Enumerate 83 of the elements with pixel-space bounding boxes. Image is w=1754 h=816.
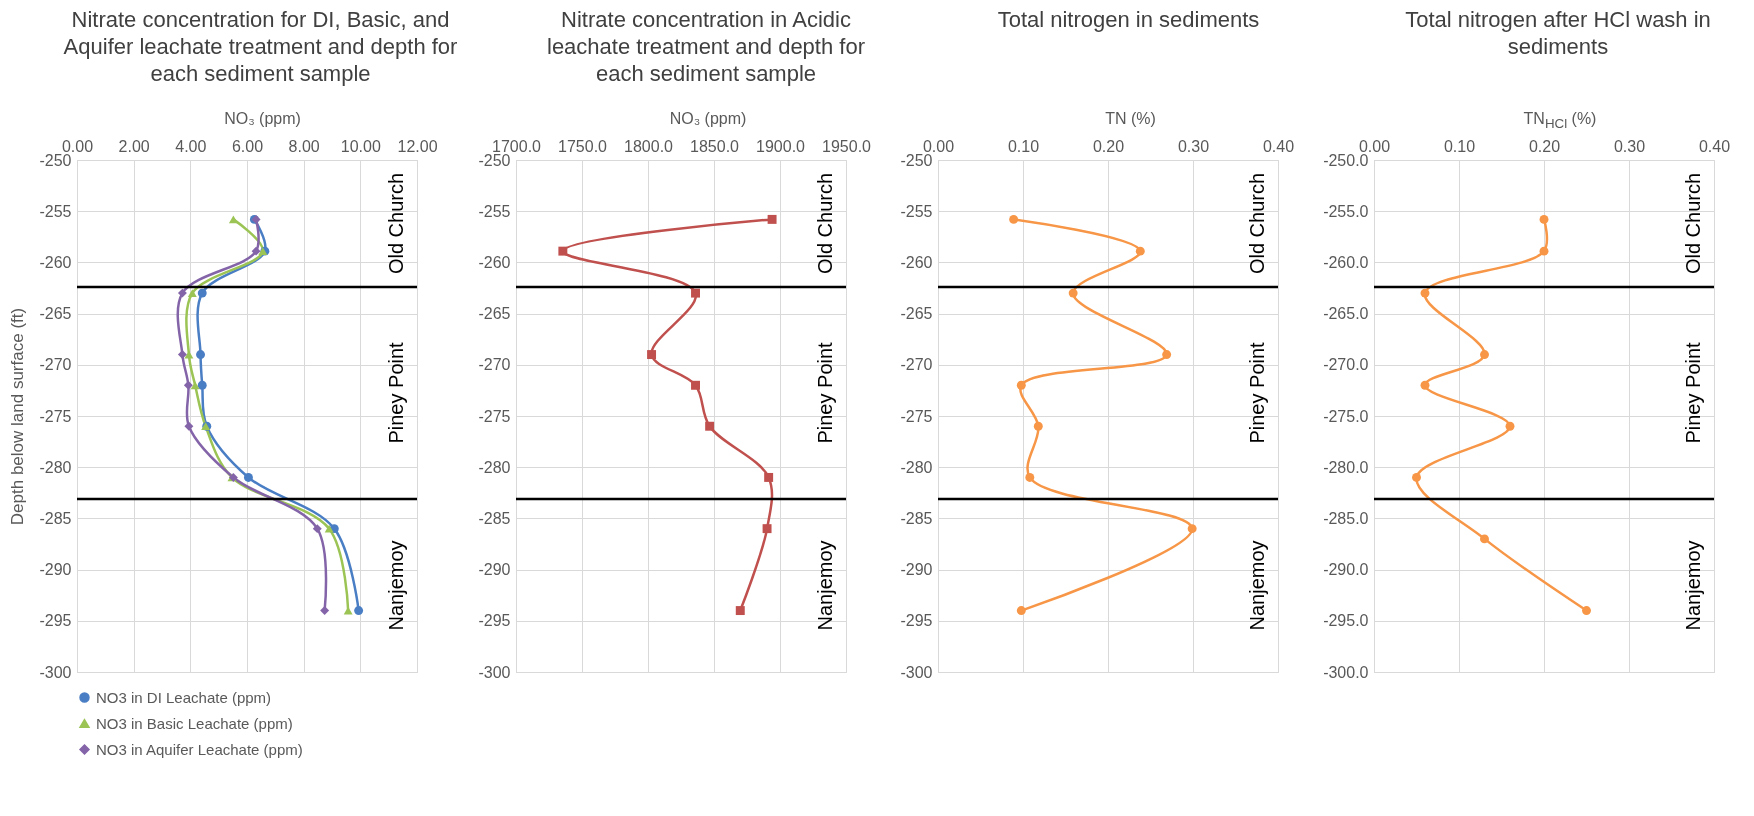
chart-title: Total nitrogen after HCl wash in sediments [1404,6,1712,61]
y-tick-label: -300 [39,663,72,681]
y-tick-label: -300 [478,663,511,681]
y-tick-label: -285 [478,509,511,527]
y-tick-label: -270 [900,356,933,374]
legend-label: NO3 in DI Leachate (ppm) [96,688,272,706]
y-tick-label: -285 [39,509,72,527]
x-tick-label: 0.30 [1613,137,1646,155]
x-tick-label: 6.00 [231,137,264,155]
y-tick-label: -275 [39,407,72,425]
x-tick-label: 2.00 [118,137,150,155]
y-tick-label: -290.0 [1323,561,1369,579]
annotation: Nanjemoy [814,540,836,631]
x-tick-label: 0.30 [1177,137,1210,155]
annotation: Nanjemoy [1682,540,1704,631]
annotation: Nanjemoy [385,540,407,631]
x-tick-label: 1750.0 [558,137,608,155]
x-tick-label: 0.40 [1262,137,1295,155]
y-tick-label: -260 [478,253,511,271]
x-tick-label: 4.00 [175,137,207,155]
annotation: Piney Point [1246,341,1268,444]
y-tick-label: -255 [478,202,511,220]
y-tick-label: -270 [39,356,72,374]
x-tick-label: 0.20 [1092,137,1125,155]
y-tick-label: -255.0 [1323,202,1369,220]
y-tick-label: -270.0 [1323,356,1369,374]
y-tick-label: -295.0 [1323,612,1369,630]
annotation: Old Church [1246,172,1268,275]
y-tick-label: -255 [900,202,933,220]
x-tick-label: 1950.0 [822,137,872,155]
y-tick-label: -265 [900,305,933,323]
x-tick-label: 12.00 [397,137,438,155]
y-tick-label: -290 [39,561,72,579]
y-tick-label: -295 [478,612,511,630]
chart-title: Total nitrogen in sediments [996,6,1261,34]
y-tick-label: -285 [900,509,933,527]
y-tick-label: -300 [900,663,933,681]
y-tick-label: -280 [900,458,933,476]
y-tick-label: -260 [39,253,72,271]
chart-title: Nitrate concentration for DI, Basic, and Aquifer leachate treatment and depth for each sediment sample [62,6,459,88]
y-tick-label: -255 [39,202,72,220]
annotation: Nanjemoy [1246,540,1268,631]
y-tick-label: -275 [478,407,511,425]
x-tick-label: 1900.0 [756,137,806,155]
y-axis-title: Depth below land surface (ft) [8,307,28,526]
x-axis-title: TN$_{HCl}$ (%) [1522,110,1598,134]
y-tick-label: -270 [478,356,511,374]
x-tick-label: 1850.0 [690,137,740,155]
annotation: Piney Point [1682,341,1704,444]
y-tick-label: -295 [39,612,72,630]
y-tick-label: -290 [900,561,933,579]
annotation: Piney Point [814,341,836,444]
x-tick-label: 1800.0 [624,137,674,155]
y-tick-label: -280 [478,458,511,476]
y-tick-label: -280.0 [1323,458,1369,476]
legend-label: NO3 in Basic Leachate (ppm) [96,714,293,732]
annotation: Old Church [385,172,407,275]
y-tick-label: -265.0 [1323,305,1369,323]
x-tick-label: 0.20 [1528,137,1561,155]
legend-label: NO3 in Aquifer Leachate (ppm) [96,740,303,758]
y-tick-label: -260.0 [1323,253,1369,271]
x-tick-label: 0.40 [1698,137,1731,155]
x-tick-label: 10.00 [340,137,381,155]
x-tick-label: 8.00 [288,137,320,155]
y-tick-label: -265 [39,305,72,323]
y-tick-label: -275 [900,407,933,425]
annotation: Piney Point [385,341,407,444]
chart-title: Nitrate concentration in Acidic leachate treatment and depth for each sediment sample [546,6,866,88]
x-tick-label: 0.10 [1007,137,1040,155]
annotation: Old Church [1682,172,1704,275]
y-tick-label: -290 [478,561,511,579]
y-tick-label: -275.0 [1323,407,1369,425]
y-tick-label: -285.0 [1323,509,1369,527]
x-tick-label: 0.10 [1443,137,1476,155]
x-axis-title: NO₃ (ppm) [668,110,748,129]
x-axis-title: NO₃ (ppm) [223,110,302,129]
x-axis-title: TN (%) [1104,110,1157,129]
y-tick-label: -295 [900,612,933,630]
y-tick-label: -300.0 [1323,663,1369,681]
y-tick-label: -265 [478,305,511,323]
annotation: Old Church [814,172,836,275]
y-tick-label: -280 [39,458,72,476]
y-tick-label: -260 [900,253,933,271]
